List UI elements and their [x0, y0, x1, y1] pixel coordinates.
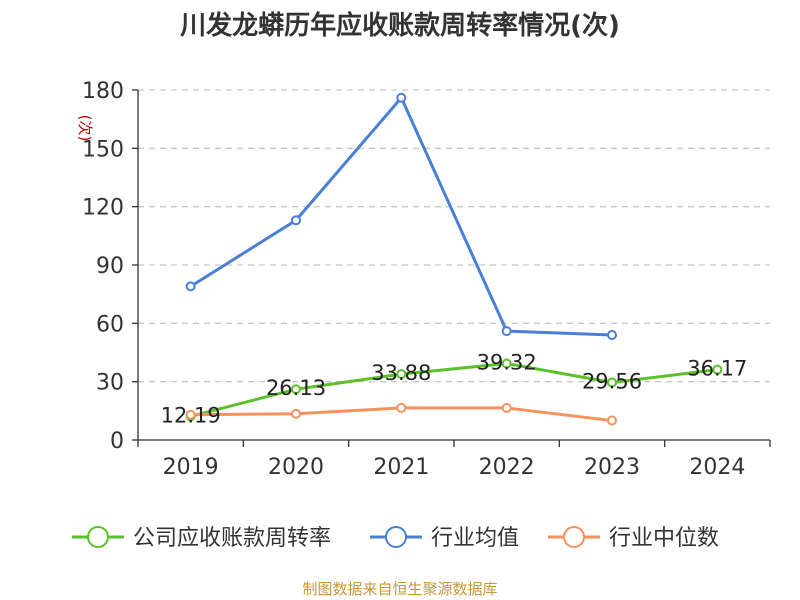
axes: 0 30 60 90 120 150 180 2019 2020 2021 2022 2023 2024…: [76, 79, 771, 480]
data-point[interactable]: [185, 409, 196, 420]
chart-title: 川发龙蟒历年应收账款周转率情况(次): [180, 10, 620, 41]
data-label: 29.56: [582, 370, 642, 394]
legend[interactable]: 公司应收账款周转率 行业均值 行业中位数: [72, 526, 719, 551]
y-tick-label: 120: [82, 196, 124, 221]
y-tick-label: 60: [96, 312, 124, 337]
data-point[interactable]: [396, 92, 407, 103]
legend-marker-icon: [385, 526, 407, 548]
gridlines: [138, 89, 770, 383]
data-label: 12.19: [161, 403, 221, 427]
y-tick-label: 150: [82, 137, 124, 162]
legend-item-2[interactable]: 行业均值: [370, 526, 519, 551]
legend-item-3[interactable]: 行业中位数: [548, 526, 719, 551]
data-point[interactable]: [185, 281, 196, 292]
data-point[interactable]: [291, 215, 301, 226]
legend-label: 行业均值: [431, 526, 519, 551]
legend-label: 公司应收账款周转率: [133, 526, 331, 551]
data-point[interactable]: [501, 326, 512, 337]
data-point[interactable]: [291, 408, 301, 419]
x-tick-label: 2023: [584, 455, 640, 480]
x-tick-label: 2022: [479, 455, 535, 480]
source-note: 制图数据来自恒生聚源数据库: [302, 580, 497, 598]
x-tick-label: 2021: [373, 455, 429, 480]
y-tick-label: 180: [82, 79, 124, 104]
x-tick-label: 2020: [268, 455, 324, 480]
data-point[interactable]: [501, 358, 512, 369]
data-label: 36.17: [687, 357, 747, 381]
data-label: 33.88: [371, 361, 431, 385]
data-label: 26.13: [266, 376, 326, 400]
series-3: [185, 402, 617, 426]
data-point[interactable]: [607, 330, 617, 340]
legend-marker-icon: [563, 526, 585, 548]
series-2: [185, 92, 617, 340]
series-line: [190, 362, 718, 418]
data-point[interactable]: [501, 402, 512, 413]
y-tick-label: 0: [110, 429, 124, 454]
x-tick-label: 2024: [689, 455, 745, 480]
data-labels: 12.19 26.13 33.88 39.32 29.56 36.17: [161, 351, 748, 428]
x-tick-label: 2019: [163, 455, 219, 480]
series-1: [185, 358, 723, 422]
data-point[interactable]: [712, 364, 723, 375]
y-tick-label: 30: [96, 371, 124, 396]
y-axis-label: (次): [76, 115, 94, 142]
legend-label: 行业中位数: [609, 526, 719, 551]
data-point[interactable]: [607, 377, 617, 388]
data-point[interactable]: [291, 384, 301, 395]
legend-marker-icon: [87, 526, 109, 548]
data-label: 39.32: [477, 351, 537, 375]
data-point[interactable]: [607, 415, 617, 426]
series-lines: [185, 92, 723, 426]
data-point[interactable]: [396, 402, 407, 413]
legend-item-1[interactable]: 公司应收账款周转率: [72, 526, 331, 551]
y-tick-label: 90: [96, 254, 124, 279]
series-line: [189, 96, 613, 337]
data-point[interactable]: [396, 369, 407, 380]
